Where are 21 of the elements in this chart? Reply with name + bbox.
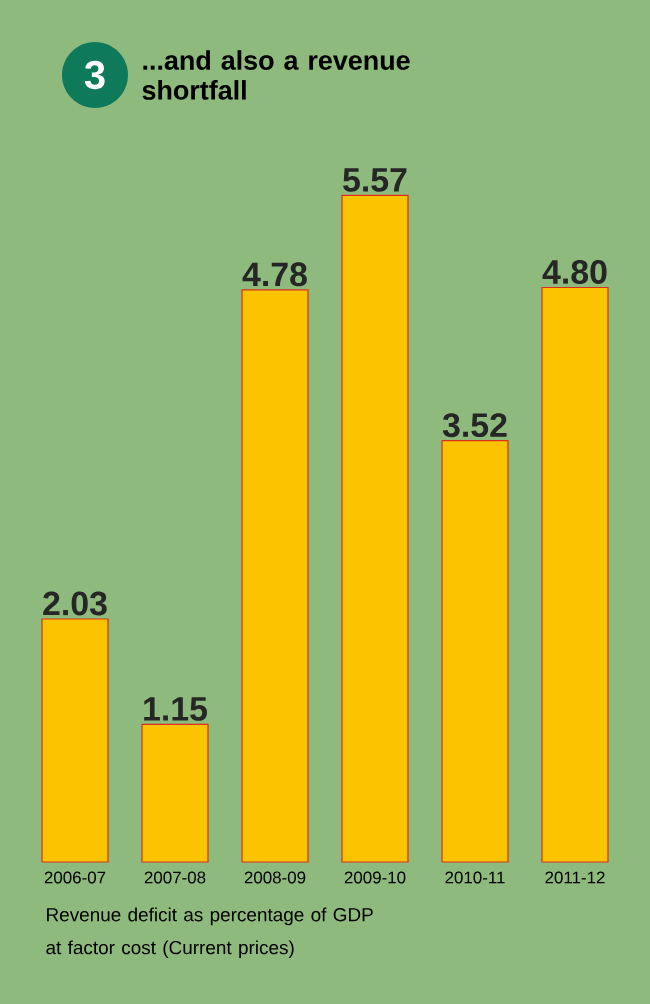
x-tick-label: 2008-09: [244, 871, 306, 884]
bar: [441, 440, 509, 863]
data-label: 5.57: [343, 168, 407, 192]
bar: [141, 723, 209, 863]
data-label: 4.78: [242, 262, 307, 287]
x-tick-label: 2009-10: [344, 871, 406, 884]
bar: [41, 618, 109, 863]
text: Revenue deficit as percentage of GDP at factor cost (Current prices): [46, 907, 373, 959]
data-label: 2.03: [43, 591, 107, 616]
data-label: 4.80: [542, 259, 607, 284]
x-tick-label: 2010-11: [445, 871, 505, 884]
x-tick-label: 2006-07: [44, 871, 106, 884]
data-label: 3.52: [442, 413, 507, 438]
bar: [241, 289, 309, 863]
bar: [341, 194, 409, 863]
x-tick-label: 2011-12: [545, 871, 605, 884]
bar: [541, 286, 609, 863]
x-tick-label: 2007-08: [144, 871, 206, 884]
text: 3: [84, 60, 105, 90]
data-label: 1.15: [144, 697, 208, 721]
chart-title: ...and also a revenue shortfall: [142, 50, 410, 100]
